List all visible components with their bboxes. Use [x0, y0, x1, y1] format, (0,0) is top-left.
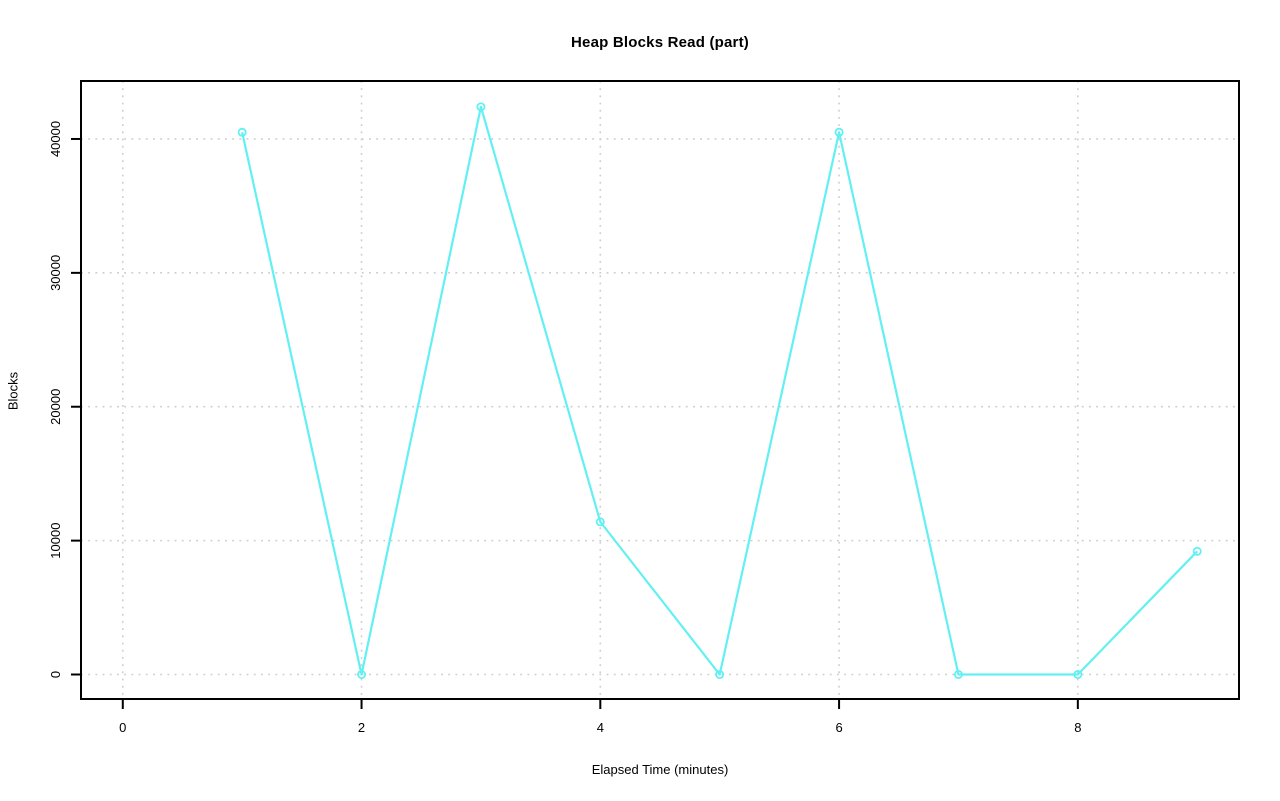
x-tick-label: 2 — [358, 720, 365, 735]
data-point-marker — [476, 102, 486, 112]
x-tick-label: 0 — [119, 720, 126, 735]
data-point-marker — [834, 127, 844, 137]
plot-border — [80, 80, 1240, 700]
chart-title: Heap Blocks Read (part) — [571, 34, 749, 51]
x-tick-label: 6 — [835, 720, 842, 735]
data-point-marker — [953, 669, 963, 679]
data-point-marker — [595, 517, 605, 527]
y-tick-label: 40000 — [48, 121, 63, 157]
data-line — [241, 105, 1199, 676]
data-point-marker — [1073, 669, 1083, 679]
x-tick-label: 4 — [597, 720, 604, 735]
y-tick-label: 10000 — [48, 523, 63, 559]
data-point-marker — [715, 669, 725, 679]
x-tick-label: 8 — [1074, 720, 1081, 735]
data-point-marker — [357, 669, 367, 679]
y-tick-label: 20000 — [48, 389, 63, 425]
data-point-marker — [237, 127, 247, 137]
y-tick-label: 30000 — [48, 255, 63, 291]
x-axis-title: Elapsed Time (minutes) — [591, 762, 729, 777]
data-point-marker — [1192, 546, 1202, 556]
y-tick-label: 0 — [48, 671, 63, 678]
y-axis-title-text: Blocks — [5, 371, 21, 411]
